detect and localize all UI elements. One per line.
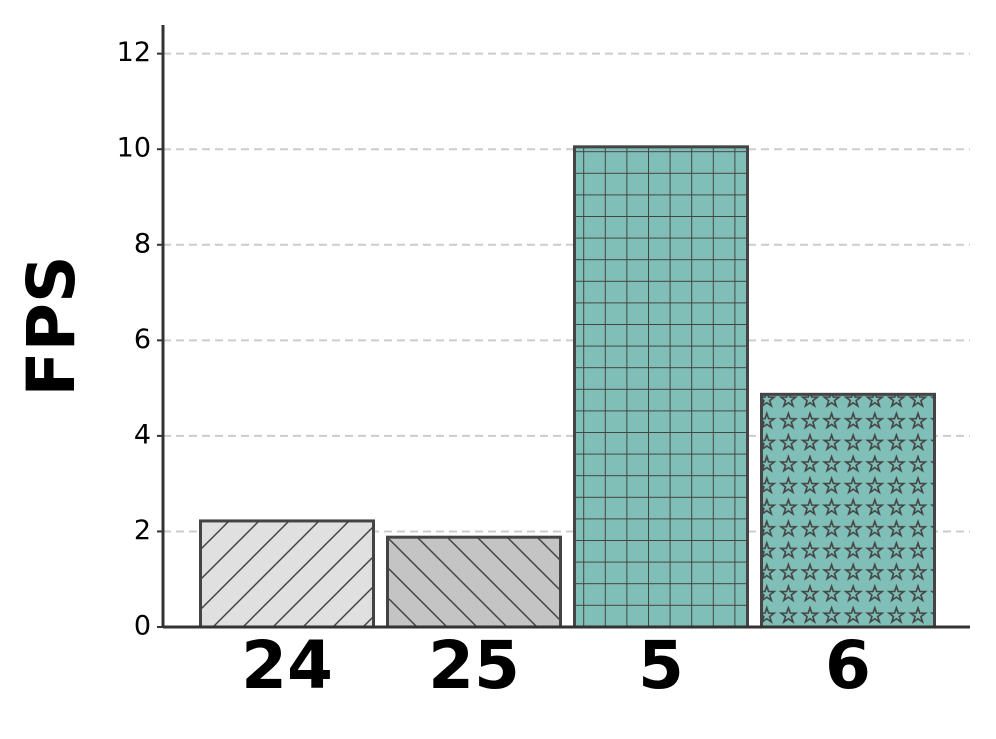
y-tick-label: 0 <box>134 611 151 642</box>
y-tick-label: 12 <box>117 37 151 68</box>
bar-hatch <box>386 535 562 629</box>
bar-hatch <box>573 145 749 629</box>
y-axis-label: FPS <box>13 256 90 397</box>
y-tick-label: 2 <box>134 515 151 546</box>
y-tick-label: 8 <box>134 228 151 259</box>
x-tick-label: 25 <box>428 627 520 704</box>
bar-hatch <box>199 519 375 629</box>
x-tick-label: 6 <box>825 627 871 704</box>
y-tick-label: 6 <box>134 324 151 355</box>
y-tick-label: 10 <box>117 133 151 164</box>
y-tick-label: 4 <box>134 419 151 450</box>
x-tick-label: 5 <box>638 627 684 704</box>
x-tick-label: 24 <box>241 627 333 704</box>
bar-hatch <box>760 392 936 629</box>
